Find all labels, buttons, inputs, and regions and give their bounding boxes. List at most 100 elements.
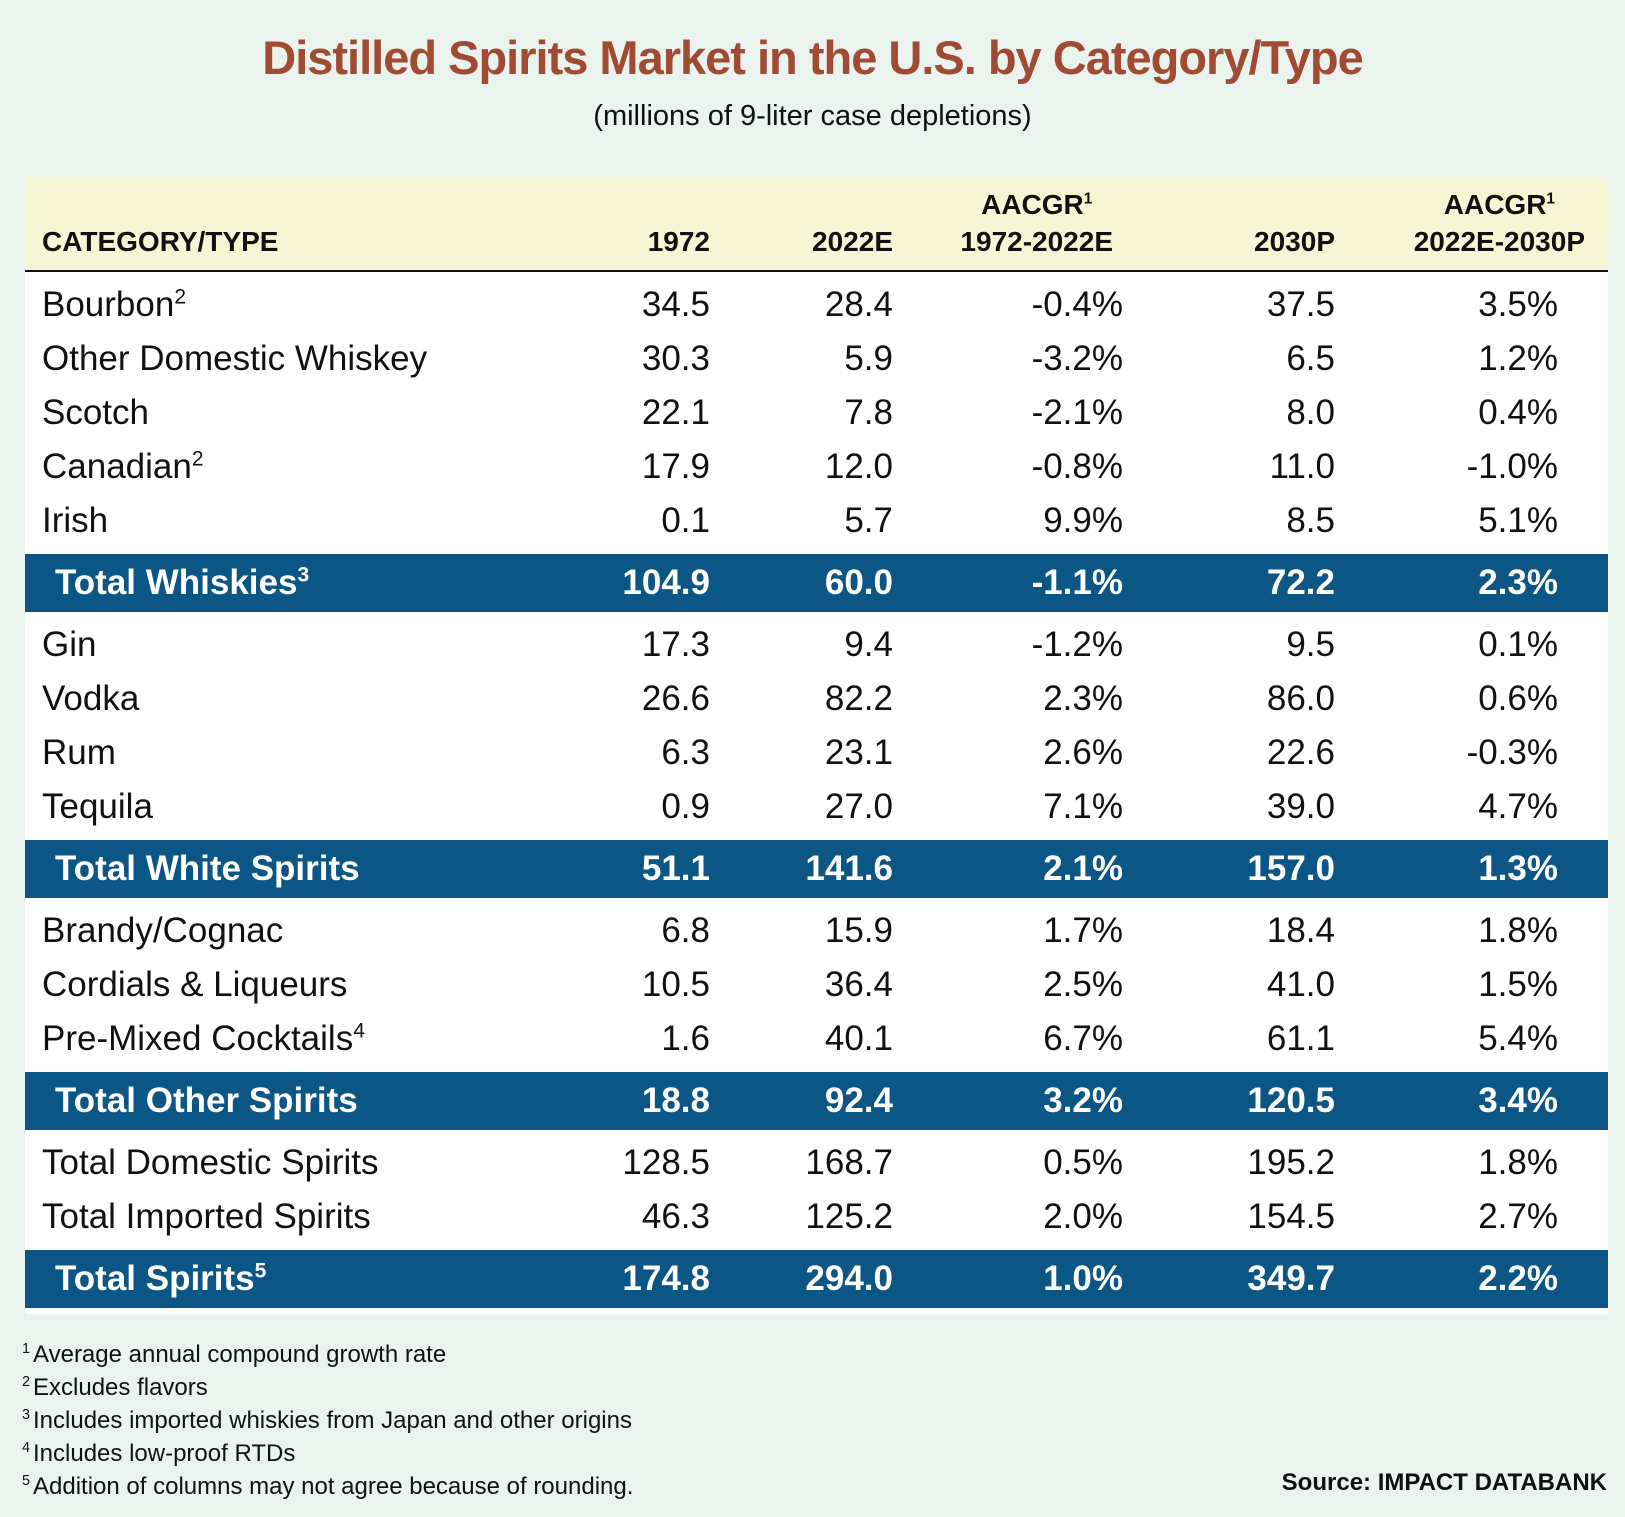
row-label: Vodka [42, 679, 140, 718]
row-label: Total Other Spirits [55, 1081, 358, 1120]
cell-value: 128.5 [622, 1143, 710, 1182]
table-row: Brandy/Cognac 6.8 15.9 1.7% 18.4 1.8% [25, 904, 1608, 958]
cell-value: 2.0% [1043, 1197, 1123, 1236]
cell-value: 0.5% [1043, 1143, 1123, 1182]
cell-value: 51.1 [641, 849, 710, 888]
row-label: Scotch [42, 393, 149, 432]
footnote: 4 Includes low-proof RTDs [22, 1440, 296, 1467]
cell-value: 0.4% [1478, 393, 1558, 432]
cell-value: 9.9% [1043, 501, 1123, 540]
cell-value: 125.2 [805, 1197, 893, 1236]
chart-subtitle: (millions of 9-liter case depletions) [593, 100, 1032, 132]
header-category: CATEGORY/TYPE [42, 226, 279, 257]
cell-value: 9.5 [1286, 625, 1335, 664]
cell-value: 18.8 [641, 1081, 710, 1120]
cell-value: 7.8 [844, 393, 893, 432]
cell-value: 40.1 [824, 1019, 893, 1058]
cell-value: 26.6 [641, 679, 710, 718]
total-row: Total White Spirits 51.1 141.6 2.1% 157.0 1.3… [25, 840, 1608, 898]
cell-value: 0.1% [1478, 625, 1558, 664]
cell-value: 6.3 [661, 733, 710, 772]
footnote: 2 Excludes flavors [22, 1374, 208, 1401]
footnote-ref: 5 [254, 1259, 267, 1283]
cell-value: -3.2% [1031, 339, 1123, 378]
cell-value: 2.1% [1043, 849, 1123, 888]
cell-value: -1.1% [1031, 563, 1123, 602]
row-label: Other Domestic Whiskey [42, 339, 428, 378]
row-label: Brandy/Cognac [42, 911, 284, 950]
cell-value: 2.7% [1478, 1197, 1558, 1236]
cell-value: 2.6% [1043, 733, 1123, 772]
table-row: Bourbon2 34.5 28.4 -0.4% 37.5 3.5% [25, 278, 1608, 332]
cell-value: 141.6 [805, 849, 893, 888]
cell-value: 30.3 [641, 339, 710, 378]
cell-value: 82.2 [824, 679, 893, 718]
cell-value: 18.4 [1266, 911, 1335, 950]
cell-value: 6.8 [661, 911, 710, 950]
cell-value: 1.3% [1478, 849, 1558, 888]
cell-value: 2.3% [1478, 563, 1558, 602]
cell-value: 10.5 [641, 965, 710, 1004]
header-aacgr-sup: 1 [1546, 190, 1555, 208]
header-aacgr-label: AACGR [981, 189, 1084, 220]
cell-value: 7.1% [1043, 787, 1123, 826]
cell-value: 86.0 [1266, 679, 1335, 718]
cell-value: 0.1 [661, 501, 710, 540]
table-row: Scotch 22.1 7.8 -2.1% 8.0 0.4% [25, 386, 1608, 440]
cell-value: 2.5% [1043, 965, 1123, 1004]
row-label: Total White Spirits [55, 849, 360, 888]
cell-value: 72.2 [1266, 563, 1335, 602]
cell-value: 36.4 [824, 965, 893, 1004]
cell-value: 1.6 [661, 1019, 710, 1058]
cell-value: 5.1% [1478, 501, 1558, 540]
row-label: Cordials & Liqueurs [42, 965, 348, 1004]
cell-value: 294.0 [805, 1259, 893, 1298]
footnote: 3 Includes imported whiskies from Japan a… [22, 1407, 632, 1434]
row-label: Total Whiskies3 [55, 563, 310, 602]
cell-value: -0.3% [1466, 733, 1558, 772]
table-row: Irish 0.1 5.7 9.9% 8.5 5.1% [25, 494, 1608, 548]
row-label: Tequila [42, 787, 153, 826]
data-table: CATEGORY/TYPE 1972 2022E AACGR1 1972-202… [25, 177, 1608, 1314]
cell-value: 349.7 [1247, 1259, 1335, 1298]
table-row: Total Domestic Spirits 128.5 168.7 0.5% 195.… [25, 1136, 1608, 1190]
cell-value: 17.9 [641, 447, 710, 486]
table-row: Vodka 26.6 82.2 2.3% 86.0 0.6% [25, 672, 1608, 726]
cell-value: 0.6% [1478, 679, 1558, 718]
cell-value: 17.3 [641, 625, 710, 664]
cell-value: 9.4 [844, 625, 893, 664]
table-header: CATEGORY/TYPE 1972 2022E AACGR1 1972-202… [25, 177, 1608, 272]
cell-value: 11.0 [1269, 447, 1335, 486]
footnote-ref: 4 [353, 1019, 365, 1043]
cell-value: 27.0 [824, 787, 893, 826]
table-row: Gin 17.3 9.4 -1.2% 9.5 0.1% [25, 618, 1608, 672]
cell-value: 104.9 [622, 563, 710, 602]
footnote-ref: 2 [174, 285, 187, 309]
cell-value: 92.4 [824, 1081, 893, 1120]
row-label: Total Domestic Spirits [42, 1143, 379, 1182]
cell-value: 22.1 [641, 393, 710, 432]
table-row: Total Imported Spirits 46.3 125.2 2.0% 154.5… [25, 1190, 1608, 1244]
cell-value: 15.9 [824, 911, 893, 950]
cell-value: 120.5 [1247, 1081, 1335, 1120]
chart-title: Distilled Spirits Market in the U.S. by … [262, 31, 1364, 84]
header-aacgr-label: AACGR [1443, 189, 1547, 220]
source-credit: Source: IMPACT DATABANK [1281, 1469, 1607, 1496]
cell-value: 12.0 [824, 447, 893, 486]
header-aacgr-2022e-2030p: AACGR1 2022E-2030P [1414, 186, 1585, 260]
cell-value: 1.8% [1478, 911, 1558, 950]
cell-value: 34.5 [641, 285, 710, 324]
row-label: Pre-Mixed Cocktails4 [42, 1019, 365, 1058]
row-label: Rum [42, 733, 116, 772]
cell-value: 3.4% [1478, 1081, 1558, 1120]
cell-value: 37.5 [1266, 285, 1335, 324]
cell-value: 0.9 [661, 787, 710, 826]
cell-value: 2.3% [1043, 679, 1123, 718]
cell-value: 195.2 [1247, 1143, 1335, 1182]
cell-value: 8.0 [1286, 393, 1335, 432]
footnote-ref: 2 [191, 447, 204, 471]
cell-value: -0.4% [1031, 285, 1123, 324]
cell-value: 28.4 [824, 285, 893, 324]
total-row: Total Spirits5 174.8 294.0 1.0% 349.7 2.2% [25, 1250, 1608, 1308]
cell-value: -0.8% [1031, 447, 1123, 486]
